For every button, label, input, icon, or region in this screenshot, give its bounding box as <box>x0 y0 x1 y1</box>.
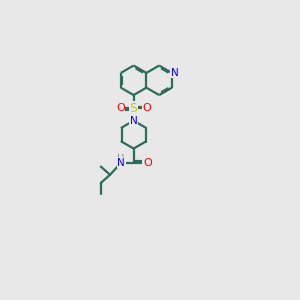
Text: N: N <box>130 116 137 126</box>
Text: N: N <box>171 68 178 78</box>
Text: N: N <box>117 158 125 167</box>
Text: O: O <box>142 103 151 113</box>
Text: S: S <box>130 102 138 115</box>
Text: O: O <box>116 103 125 113</box>
Text: O: O <box>143 158 152 167</box>
Text: H: H <box>117 154 124 164</box>
